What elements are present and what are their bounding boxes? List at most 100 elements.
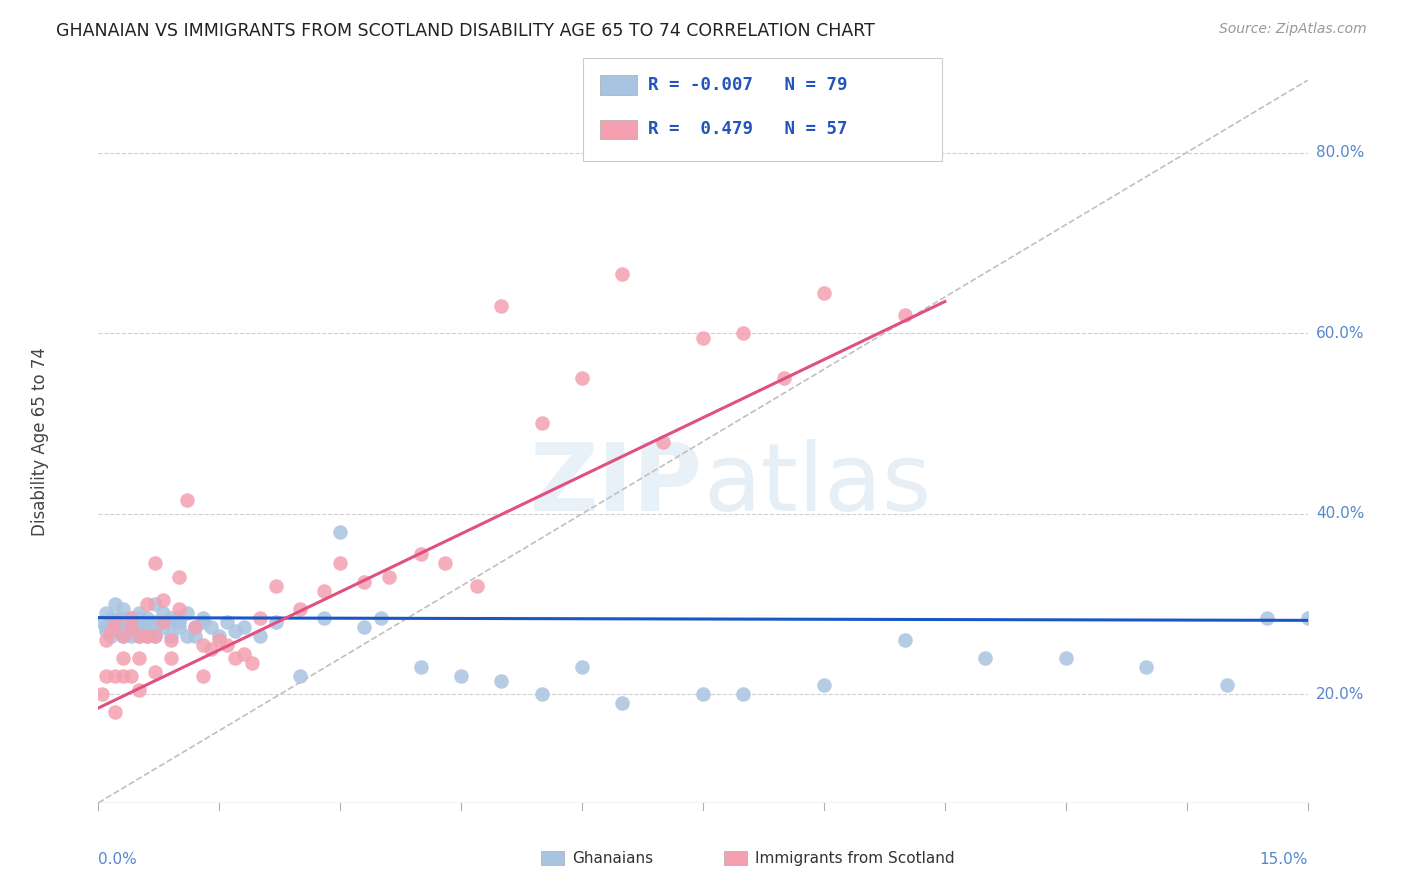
Point — [167, 601, 190, 615]
Point — [176, 629, 198, 643]
Point — [193, 610, 215, 624]
Text: 20.0%: 20.0% — [1316, 687, 1364, 702]
Point — [103, 620, 125, 634]
Point — [128, 615, 150, 630]
Text: R =  0.479   N = 57: R = 0.479 N = 57 — [648, 120, 848, 138]
Point — [571, 371, 593, 385]
Point — [128, 606, 150, 620]
Point — [329, 557, 352, 571]
Point — [1256, 610, 1278, 624]
Point — [160, 610, 183, 624]
Point — [152, 592, 174, 607]
Point — [353, 620, 375, 634]
Point — [893, 633, 915, 648]
Point — [240, 656, 263, 670]
Point — [232, 620, 254, 634]
Point — [232, 647, 254, 661]
Point — [772, 371, 794, 385]
Point — [111, 669, 134, 683]
Text: R = -0.007   N = 79: R = -0.007 N = 79 — [648, 76, 848, 94]
Point — [120, 620, 142, 634]
Point — [100, 610, 122, 624]
Point — [111, 601, 134, 615]
Point — [651, 434, 673, 449]
Point — [103, 615, 125, 630]
Point — [200, 642, 222, 657]
Point — [208, 633, 231, 648]
Text: 80.0%: 80.0% — [1316, 145, 1364, 160]
Point — [1216, 678, 1239, 692]
Text: 40.0%: 40.0% — [1316, 507, 1364, 521]
Point — [612, 697, 634, 711]
Point — [314, 610, 336, 624]
Point — [813, 678, 835, 692]
Point — [120, 620, 142, 634]
Text: 60.0%: 60.0% — [1316, 326, 1364, 341]
Point — [128, 629, 150, 643]
Point — [692, 687, 714, 701]
Point — [152, 615, 174, 630]
Point — [893, 308, 915, 322]
Point — [152, 606, 174, 620]
Point — [152, 615, 174, 630]
Point — [249, 610, 271, 624]
Point — [143, 620, 166, 634]
Point — [612, 268, 634, 282]
Point — [434, 557, 457, 571]
Point — [100, 629, 122, 643]
Text: Immigrants from Scotland: Immigrants from Scotland — [755, 851, 955, 865]
Point — [450, 669, 472, 683]
Point — [377, 570, 399, 584]
Point — [128, 629, 150, 643]
Point — [167, 570, 190, 584]
Point — [103, 706, 125, 720]
Text: Disability Age 65 to 74: Disability Age 65 to 74 — [31, 347, 49, 536]
Point — [288, 669, 311, 683]
Point — [530, 687, 553, 701]
Point — [160, 629, 183, 643]
Point — [167, 610, 190, 624]
Point — [143, 629, 166, 643]
Point — [120, 629, 142, 643]
Point — [135, 615, 157, 630]
Point — [288, 601, 311, 615]
Point — [176, 493, 198, 508]
Point — [107, 624, 129, 639]
Point — [217, 615, 239, 630]
Text: GHANAIAN VS IMMIGRANTS FROM SCOTLAND DISABILITY AGE 65 TO 74 CORRELATION CHART: GHANAIAN VS IMMIGRANTS FROM SCOTLAND DIS… — [56, 22, 875, 40]
Point — [103, 597, 125, 611]
Point — [91, 687, 114, 701]
Point — [208, 629, 231, 643]
Point — [224, 651, 246, 665]
Point — [120, 669, 142, 683]
Point — [1135, 660, 1157, 674]
Text: Source: ZipAtlas.com: Source: ZipAtlas.com — [1219, 22, 1367, 37]
Point — [120, 610, 142, 624]
Point — [111, 620, 134, 634]
Point — [491, 299, 513, 313]
Point — [692, 331, 714, 345]
Point — [128, 620, 150, 634]
Point — [135, 620, 157, 634]
Point — [193, 638, 215, 652]
Point — [264, 615, 287, 630]
Point — [530, 417, 553, 431]
Point — [135, 629, 157, 643]
Point — [96, 624, 118, 639]
Point — [329, 524, 352, 539]
Point — [733, 687, 755, 701]
Point — [193, 615, 215, 630]
Point — [1296, 610, 1319, 624]
Point — [184, 629, 207, 643]
Point — [107, 610, 129, 624]
Point — [143, 597, 166, 611]
Point — [176, 606, 198, 620]
Point — [115, 615, 138, 630]
Point — [193, 669, 215, 683]
Point — [465, 579, 488, 593]
Point — [1054, 651, 1077, 665]
Point — [167, 615, 190, 630]
Point — [409, 548, 432, 562]
Point — [100, 624, 122, 639]
Text: ZIP: ZIP — [530, 439, 703, 531]
